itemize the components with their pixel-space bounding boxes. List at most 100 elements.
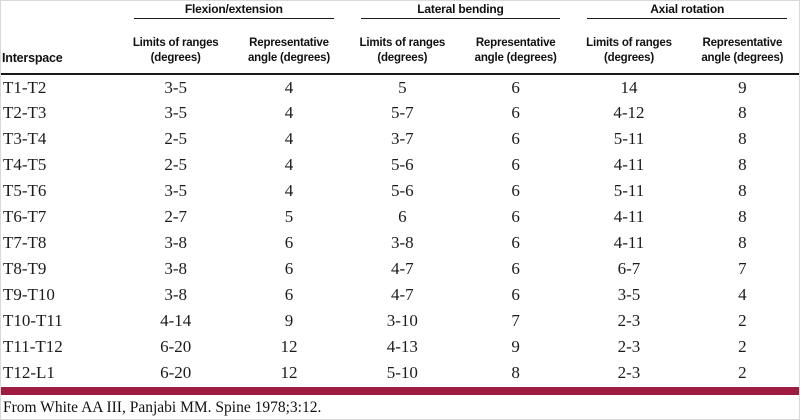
row-header-cell: T11-T12 [3,337,63,356]
table-cell: 6 [511,207,520,226]
table-cell: 12 [280,363,298,382]
row-header-cell: T10-T11 [3,311,63,330]
table-cell: 9 [284,311,294,330]
table-cell: 8 [738,207,747,226]
table-cell: 8 [511,363,520,382]
table-cell: 5-11 [613,181,645,200]
table-row: T5-T6 3-5 4 5-6 6 5-11 8 [1,178,799,204]
row-header-cell: T3-T4 [3,129,47,148]
table-cell: 6 [511,259,520,278]
table-cell: 6 [511,103,520,122]
group-header-label: Axial rotation [587,1,787,19]
table-row: T3-T4 2-5 4 3-7 6 5-11 8 [1,126,799,152]
table-cell: 14 [620,77,638,97]
column-header-line2: angle (degrees) [474,52,557,65]
table-cell: 5-11 [613,129,645,148]
table-cell: 6-7 [617,259,641,278]
table-body: T1-T2 3-5 4 5 6 14 9 T2-T3 3-5 4 5-7 6 4-12 8 T3-T4 2-5… [1,74,799,386]
table-row: T2-T3 3-5 4 5-7 6 4-12 8 [1,100,799,126]
table-cell: 6-20 [160,363,192,382]
table-cell: 8 [738,181,747,200]
table-cell: 3-5 [617,285,641,304]
column-header-limits-axial: Limits of ranges (degrees) [572,19,686,75]
table-cell: 3-5 [164,181,187,200]
table-row: T6-T7 2-7 5 6 6 4-11 8 [1,204,799,230]
table-cell: 2-3 [617,311,641,330]
accent-bar [1,387,799,395]
column-header-representative-flexion: Representative angle (degrees) [232,19,346,75]
table-cell: 6 [284,233,294,252]
group-header-flexion-extension: Flexion/extension [119,1,346,19]
row-header-cell: T9-T10 [3,285,55,304]
table-cell: 4 [284,77,294,97]
table-cell: 12 [280,337,298,356]
table-cell: 3-5 [164,103,187,122]
table-cell: 2 [738,363,747,382]
row-header-cell: T12-L1 [3,363,55,382]
table-cell: 6 [284,285,294,304]
group-header-label: Flexion/extension [134,1,334,19]
table-cell: 6 [511,129,520,148]
row-header-cell: T5-T6 [3,181,47,200]
table-cell: 6 [511,77,520,97]
column-header-line1: Limits of ranges [132,37,219,50]
table-cell: 3-8 [164,259,187,278]
citation: From White AA III, Panjabi MM. Spine 197… [3,399,322,416]
table-cell: 7 [511,311,520,330]
table-cell: 9 [511,337,520,356]
interspace-column-header: Interspace [1,19,119,75]
table-cell: 4-11 [613,155,645,174]
column-header-representative-axial: Representative angle (degrees) [685,19,799,75]
table-cell: 6-20 [160,337,192,356]
table-cell: 8 [738,233,747,252]
column-header-line2: angle (degrees) [247,52,330,65]
table-cell: 6 [511,181,520,200]
group-header-label: Lateral bending [360,1,561,19]
table-cell: 6 [511,155,520,174]
row-header-cell: T1-T2 [3,77,47,97]
table-cell: 2-5 [164,155,187,174]
table-cell: 5-6 [390,181,414,200]
column-header-line1: Representative [702,37,783,50]
table-cell: 2-5 [164,129,187,148]
column-header-limits-lateral: Limits of ranges (degrees) [345,19,459,75]
column-header-line2: (degrees) [150,52,201,65]
table-cell: 2-7 [164,207,187,226]
table-cell: 3-8 [164,285,187,304]
group-header-row: Flexion/extension Lateral bending Axial … [1,1,799,19]
table-cell: 4-12 [613,103,645,122]
table-row: T7-T8 3-8 6 3-8 6 4-11 8 [1,230,799,256]
column-header-line1: Limits of ranges [359,37,446,50]
table-cell: 4-7 [390,259,414,278]
table-cell: 3-8 [164,233,187,252]
table-cell: 4 [284,155,294,174]
group-header-lateral-bending: Lateral bending [346,1,573,19]
table-cell: 6 [284,259,294,278]
table-row: T4-T5 2-5 4 5-6 6 4-11 8 [1,152,799,178]
table-cell: 2-3 [617,337,641,356]
row-header-cell: T2-T3 [3,103,47,122]
column-header-line2: angle (degrees) [701,52,784,65]
row-header-cell: T4-T5 [3,155,47,174]
table-row: T10-T11 4-14 9 3-10 7 2-3 2 [1,308,799,334]
row-header-cell: T7-T8 [3,233,47,252]
column-header-line1: Representative [475,37,556,50]
table-cell: 4-11 [613,207,645,226]
table-cell: 8 [738,155,747,174]
table-cell: 6 [511,233,520,252]
column-header-line2: (degrees) [603,52,654,65]
table-cell: 6 [511,285,520,304]
row-header-cell: T6-T7 [3,207,47,226]
table-row: T8-T9 3-8 6 4-7 6 6-7 7 [1,256,799,282]
table-cell: 2-3 [617,363,641,382]
table-cell: 3-8 [390,233,414,252]
table-cell: 5-10 [386,363,418,382]
column-header-representative-lateral: Representative angle (degrees) [458,19,573,75]
table-cell: 4 [284,129,294,148]
table-cell: 3-10 [386,311,418,330]
table-header: Flexion/extension Lateral bending Axial … [1,1,799,75]
table-cell: 4 [284,181,294,200]
table-row: T1-T2 3-5 4 5 6 14 9 [1,74,799,100]
table-cell: 5-6 [390,155,414,174]
